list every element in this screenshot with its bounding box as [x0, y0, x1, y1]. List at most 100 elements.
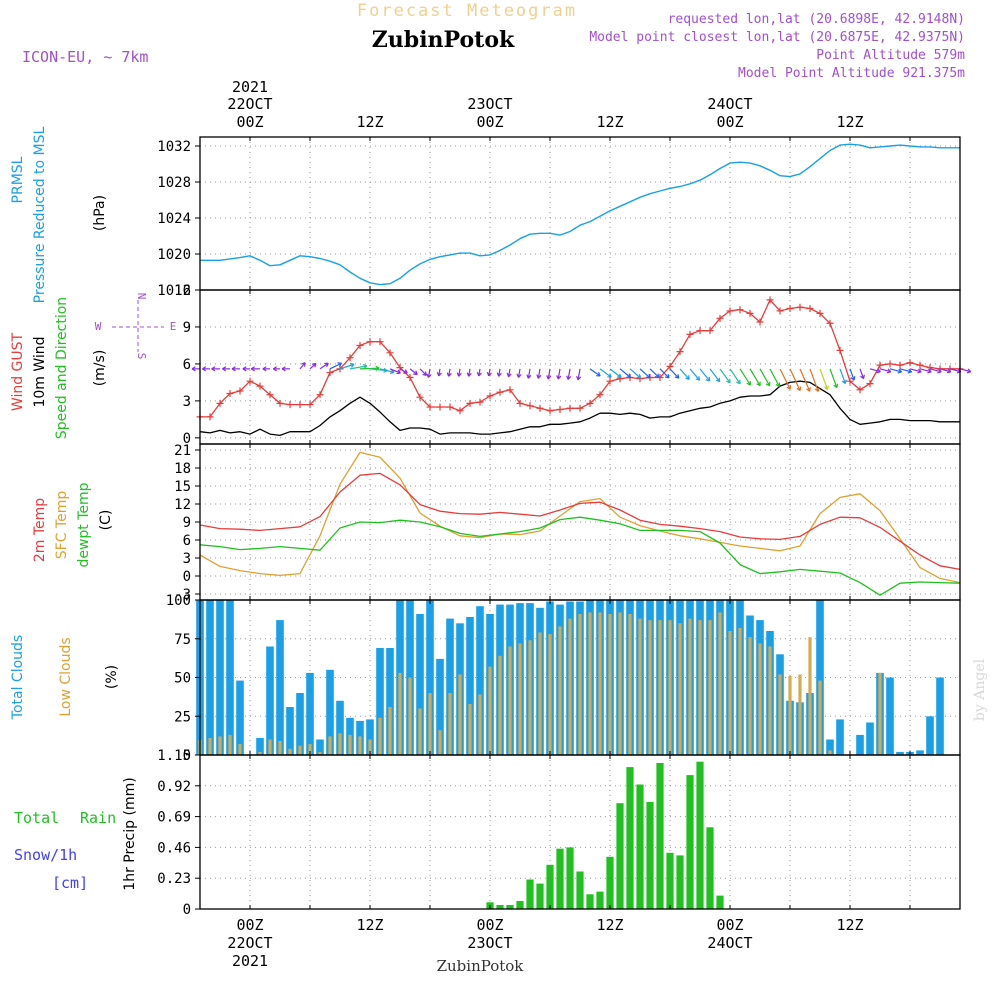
low-cloud-bar [668, 620, 672, 755]
low-cloud-bar [268, 739, 272, 755]
wind-arrow [939, 368, 951, 373]
wind-arrowhead [814, 387, 820, 392]
wind-arrow [619, 368, 631, 378]
wind-arrow [669, 368, 680, 379]
gust-marker [236, 387, 244, 395]
total-cloud-bar [426, 600, 434, 755]
wind-arrow [609, 368, 622, 378]
wind-arrowhead [626, 373, 632, 379]
low-cloud-bar [638, 618, 642, 755]
total-cloud-bar [296, 693, 304, 755]
wind-arrowhead [576, 375, 582, 381]
wind-arrow [849, 368, 855, 381]
gust-marker [476, 398, 484, 406]
y-tick-label: 12 [174, 283, 191, 299]
pressure-unit: (hPa) [92, 195, 108, 231]
gust-marker [876, 361, 884, 369]
wind-arrow [769, 368, 780, 387]
low-cloud-bar [508, 646, 512, 755]
gust-marker [446, 403, 454, 411]
model-altitude: Model Point Altitude 921.375m [738, 66, 965, 81]
gust-marker [676, 348, 684, 356]
gust-marker [566, 404, 574, 412]
wind-arrowhead [311, 362, 317, 368]
wind-arrow [299, 362, 306, 370]
wind-arrow [949, 368, 961, 373]
wind-arrowhead [907, 368, 913, 374]
low-cloud-bar [828, 750, 832, 755]
wind-arrow [448, 368, 451, 377]
wind-arrowhead [281, 366, 286, 372]
gust-marker [366, 338, 374, 346]
gust-marker [906, 359, 914, 367]
compass-icon: W E N S [95, 293, 177, 360]
wind-arrow [909, 368, 922, 373]
y-tick-label: 0 [183, 902, 191, 918]
wind-arrowhead [966, 368, 972, 374]
bottom-hour-label: 00Z [716, 916, 743, 934]
wind-label: 10m Wind [32, 336, 48, 407]
low-cloud-bar [818, 680, 822, 755]
gust-marker [556, 406, 564, 414]
top-hour-label: 00Z [716, 113, 743, 131]
wind-arrowhead [191, 366, 196, 372]
wind-arrowhead [222, 366, 227, 372]
gust-marker [286, 401, 294, 409]
gust-marker [696, 327, 704, 335]
wind-arrow [799, 368, 811, 392]
wind-arrowhead [607, 373, 612, 378]
low-cloud-bar [418, 708, 422, 755]
wind-arrow [577, 368, 581, 380]
low-cloud-bar [598, 612, 602, 755]
wind-arrow [359, 367, 380, 370]
wind-unit: (m/s) [92, 350, 108, 387]
dewpt-line [199, 516, 961, 596]
low-cloud-bar [218, 736, 222, 755]
total-cloud-bar [866, 722, 874, 755]
gust-marker [826, 319, 834, 327]
wind-arrowhead [806, 387, 811, 392]
low-cloud-bar [388, 707, 392, 755]
series [191, 143, 972, 909]
bottom-hour-label: 00Z [476, 916, 503, 934]
gust-marker [736, 306, 744, 314]
rain-bar [696, 761, 704, 909]
total-cloud-bar [466, 617, 474, 755]
rain-bar [646, 801, 654, 909]
gust-marker [686, 330, 694, 338]
wind-arrowhead [272, 366, 277, 372]
wind-arrowhead [436, 371, 442, 377]
low-cloud-bar [488, 666, 492, 755]
wind-arrow [889, 368, 902, 373]
total-cloud-bar [386, 648, 394, 755]
gust-marker [246, 377, 254, 385]
wind-arrow [508, 368, 511, 377]
low-cloud-bar [658, 620, 662, 755]
grid [200, 137, 960, 910]
total-cloud-bar [886, 677, 894, 755]
wind-arrow [488, 368, 491, 377]
y-tick-label: 1024 [157, 211, 191, 227]
watermark: by Angel [972, 658, 988, 721]
wind-arrowhead [466, 372, 472, 377]
gust-marker [406, 373, 414, 381]
rain-label: Rain [80, 809, 116, 827]
total-cloud-bar [416, 614, 424, 755]
wind-arrow [919, 368, 932, 373]
wind-arrowhead [556, 375, 562, 380]
y-tick-label: 6 [183, 357, 191, 373]
temp2m-label: 2m Temp [32, 498, 48, 562]
gust-marker [356, 341, 364, 349]
y-tick-label: 3 [183, 551, 191, 567]
wind-arrow [859, 368, 865, 379]
axes: 1016 1020 1024 1028 1032 0 3 6 9 12 -3 0 3 6 9 12 15 18 21… [157, 78, 911, 970]
low-cloud-bar [298, 745, 302, 755]
wind-arrowhead [833, 383, 839, 389]
wind-arrow [879, 368, 891, 373]
total-cloud-bar [916, 750, 924, 755]
wind-arrowhead [746, 381, 751, 386]
cm-label: [cm] [52, 874, 88, 892]
low-cloud-bar [458, 674, 462, 755]
gust-marker [816, 309, 824, 317]
low-cloud-bar [538, 632, 542, 755]
